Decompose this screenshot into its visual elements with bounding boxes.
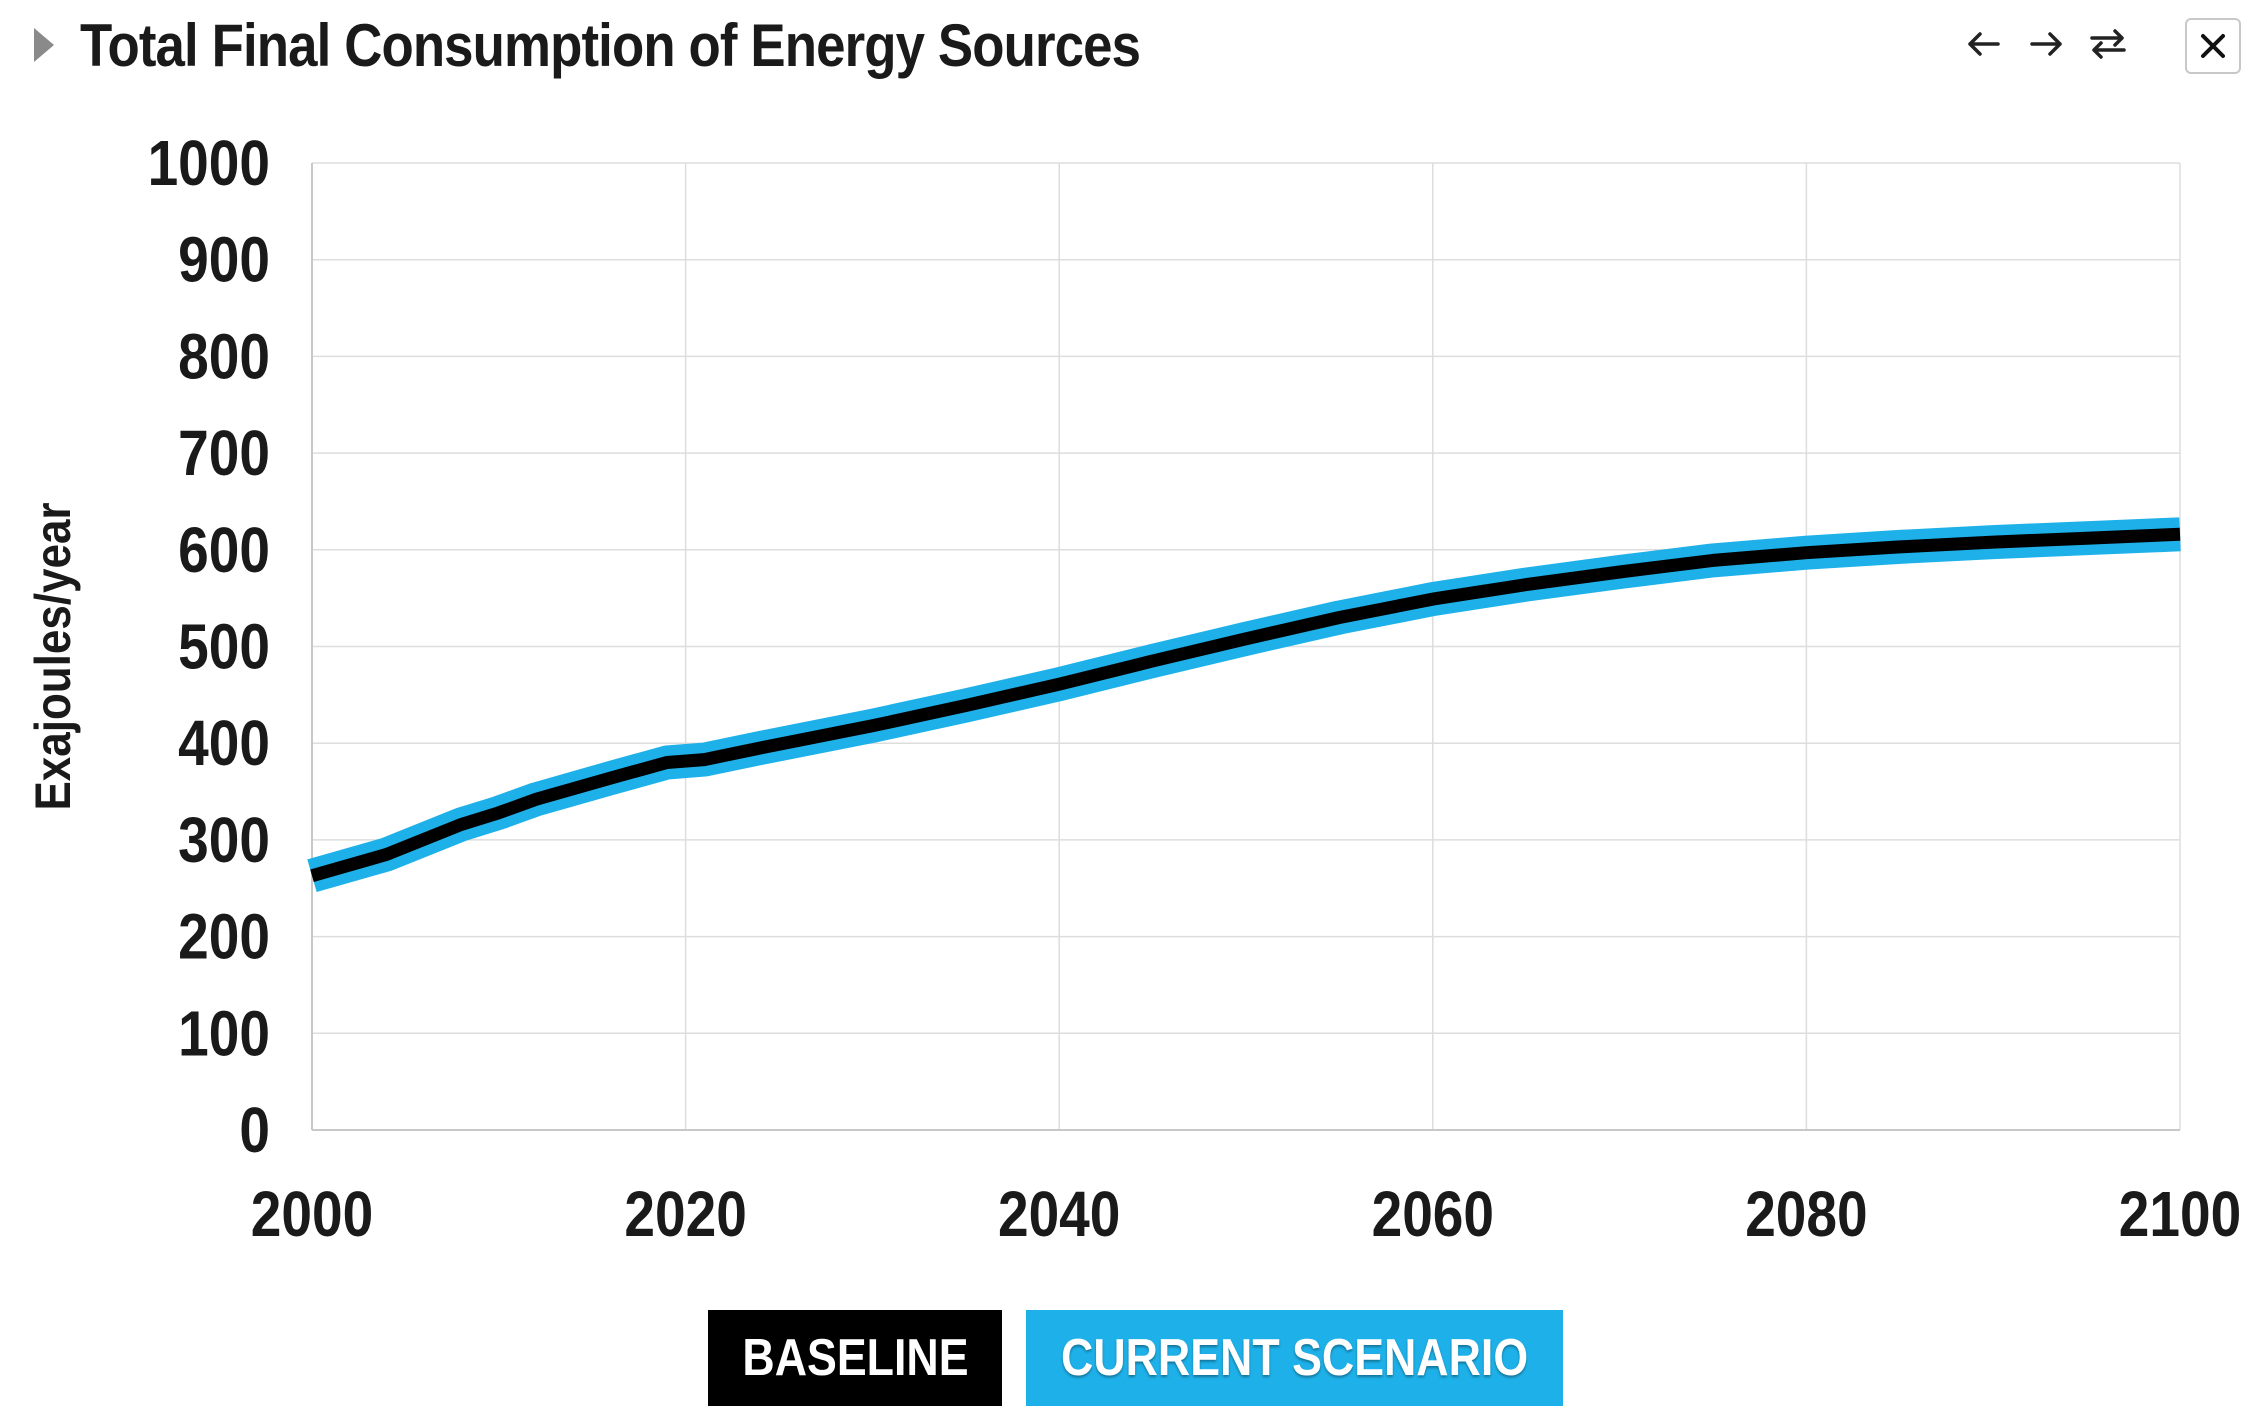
x-tick-label: 2100 [2119, 1178, 2241, 1250]
legend-baseline-label: BASELINE [741, 1329, 969, 1387]
y-tick-label: 0 [239, 1094, 270, 1166]
y-tick-label: 600 [178, 514, 270, 586]
series-line-baseline [310, 527, 2181, 882]
legend-current-scenario-button[interactable]: CURRENT SCENARIO [1026, 1310, 1563, 1406]
x-tick-label: 2080 [1745, 1178, 1867, 1250]
x-tick-label: 2040 [998, 1178, 1120, 1250]
swap-arrows-icon[interactable] [2082, 18, 2134, 70]
axes [311, 163, 2180, 1131]
series-line-current-scenario [307, 517, 2181, 893]
y-tick-label: 400 [178, 707, 270, 779]
chart-title: Total Final Consumption of Energy Source… [80, 12, 1141, 79]
close-icon [2201, 34, 2225, 58]
caret-right-icon[interactable] [34, 28, 54, 62]
y-axis-label: Exajoules/year [24, 502, 80, 810]
arrow-left-icon[interactable] [1958, 18, 2010, 70]
x-tick-label: 2020 [624, 1178, 746, 1250]
x-tick-label: 2000 [251, 1178, 373, 1250]
legend-current-scenario-label: CURRENT SCENARIO [1060, 1329, 1529, 1387]
y-tick-label: 300 [178, 804, 270, 876]
y-tick-label: 800 [178, 320, 270, 392]
x-tick-label: 2060 [1372, 1178, 1494, 1250]
y-tick-label: 1000 [148, 127, 270, 199]
y-tick-label: 900 [178, 224, 270, 296]
series [307, 517, 2181, 893]
y-tick-label: 700 [178, 417, 270, 489]
line-chart: 0 100 200 300 400 500 600 700 800 900 1000 2000 2020… [24, 127, 2242, 1250]
arrow-right-icon[interactable] [2020, 18, 2072, 70]
chart-header: Total Final Consumption of Energy Source… [0, 0, 2266, 100]
y-tick-label: 100 [178, 997, 270, 1069]
y-tick-label: 500 [178, 611, 270, 683]
legend-baseline-button[interactable]: BASELINE [708, 1310, 1002, 1406]
y-tick-label: 200 [178, 901, 270, 973]
tick-labels: 0 100 200 300 400 500 600 700 800 900 1000 2000 2020… [148, 127, 2242, 1250]
close-button[interactable] [2185, 18, 2241, 74]
